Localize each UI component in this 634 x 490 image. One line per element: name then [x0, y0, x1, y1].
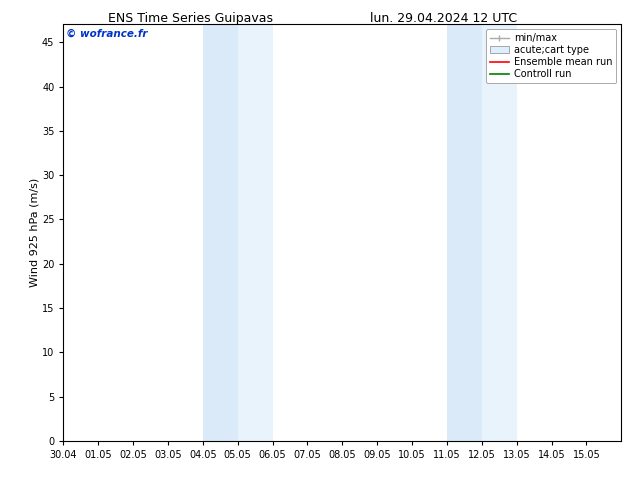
Text: ENS Time Series Guipavas: ENS Time Series Guipavas	[108, 12, 273, 25]
Bar	[203, 24, 238, 441]
Legend: min/max, acute;cart type, Ensemble mean run, Controll run: min/max, acute;cart type, Ensemble mean …	[486, 29, 616, 83]
Y-axis label: Wind 925 hPa (m/s): Wind 925 hPa (m/s)	[29, 178, 39, 287]
Bar	[238, 24, 273, 441]
Bar	[482, 24, 517, 441]
Text: © wofrance.fr: © wofrance.fr	[66, 28, 148, 39]
Bar	[447, 24, 482, 441]
Text: lun. 29.04.2024 12 UTC: lun. 29.04.2024 12 UTC	[370, 12, 517, 25]
